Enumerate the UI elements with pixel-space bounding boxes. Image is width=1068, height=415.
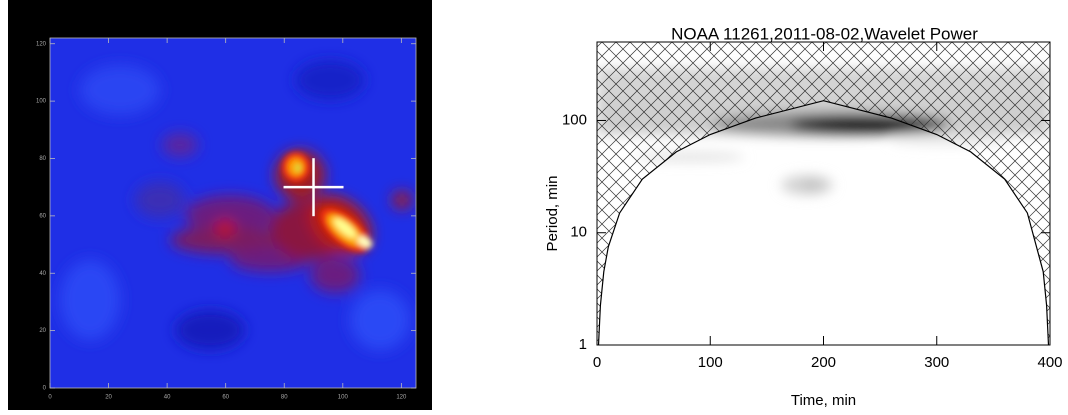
x-tick-label: 100: [698, 354, 723, 371]
intensity-map: [50, 38, 416, 388]
coi-line: [597, 100, 1050, 345]
x-tick-label: 120: [396, 395, 407, 401]
y-tick-label: 120: [36, 41, 47, 47]
y-tick-label: 10: [570, 224, 587, 241]
x-tick-label: 100: [338, 395, 349, 401]
y-tick-label: 40: [39, 271, 46, 277]
x-tick-label: 60: [222, 395, 229, 401]
x-tick-label: 80: [281, 395, 288, 401]
x-tick-label: 0: [48, 395, 52, 401]
x-tick-label: 40: [164, 395, 171, 401]
y-axis-label: Period, min: [544, 176, 561, 252]
y-tick-label: 60: [39, 213, 46, 219]
y-tick-label: 100: [562, 111, 587, 128]
y-tick-label: 0: [43, 386, 47, 392]
y-tick-label: 100: [36, 99, 47, 105]
coi-hatch: [597, 42, 1050, 345]
x-axis-label: Time, min: [791, 392, 856, 409]
x-tick-label: 200: [811, 354, 836, 371]
coi-layer: [597, 42, 1050, 345]
x-tick-label: 400: [1037, 354, 1062, 371]
x-tick-label: 300: [924, 354, 949, 371]
y-tick-label: 20: [39, 328, 46, 334]
y-tick-label: 1: [579, 336, 587, 353]
chart-title: NOAA 11261,2011-08-02,Wavelet Power: [671, 24, 978, 43]
x-tick-label: 0: [593, 354, 601, 371]
y-tick-label: 80: [39, 156, 46, 162]
left-frame: [49, 37, 417, 389]
x-tick-label: 20: [105, 395, 112, 401]
